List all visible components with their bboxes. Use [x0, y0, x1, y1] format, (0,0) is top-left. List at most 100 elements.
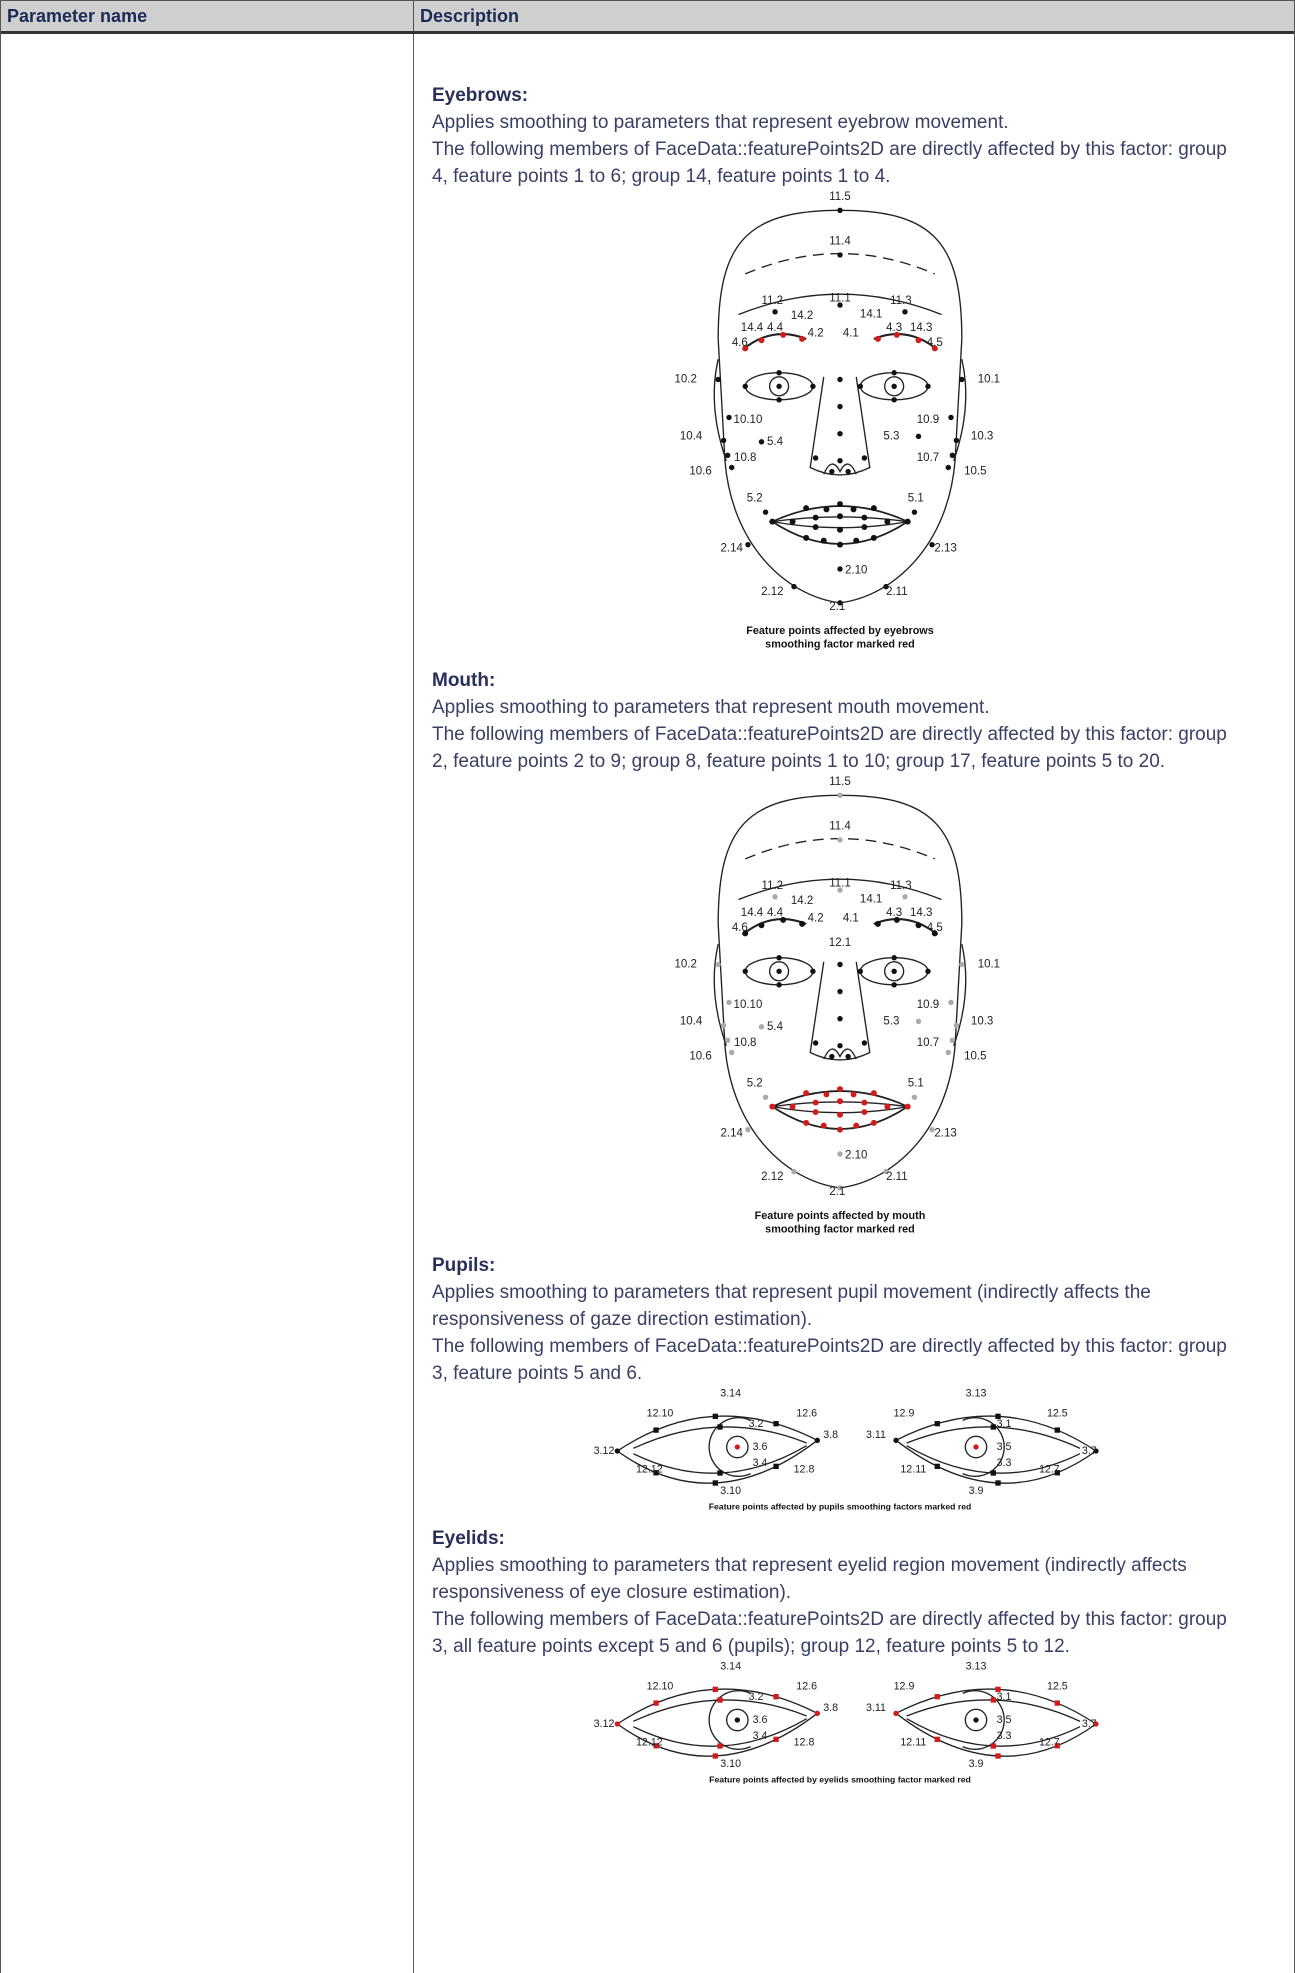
- feature-point: [945, 464, 951, 471]
- feature-point: [814, 1437, 820, 1443]
- feature-point: [947, 414, 954, 421]
- feature-point: [860, 514, 867, 521]
- point-label: 10.5: [964, 1051, 986, 1063]
- point-label: 3.2: [748, 1418, 763, 1430]
- feature-point: [716, 1470, 723, 1476]
- feature-point: [758, 337, 764, 344]
- point-label: 10.1: [977, 374, 999, 386]
- point-label: 10.9: [916, 414, 938, 426]
- paragraph: The following members of FaceData::featu…: [432, 139, 1227, 187]
- feature-point: [931, 930, 938, 937]
- eyelid: [905, 1426, 1080, 1449]
- point-label: 11.4: [829, 820, 851, 832]
- feature-point: [652, 1470, 659, 1476]
- brow: [741, 918, 807, 936]
- point-label: 10.10: [733, 414, 762, 426]
- feature-point: [1092, 1448, 1099, 1454]
- feature-point: [734, 1444, 740, 1450]
- feature-point: [768, 1103, 775, 1110]
- point-label: 3.7: [1081, 1718, 1096, 1730]
- feature-point: [915, 1018, 921, 1025]
- pupil: [725, 1435, 749, 1459]
- feature-point: [860, 524, 867, 531]
- feature-point: [857, 383, 863, 389]
- feature-point: [775, 370, 782, 376]
- feature-point: [836, 1043, 843, 1049]
- feature-point: [1054, 1427, 1060, 1433]
- feature-point: [836, 837, 843, 843]
- point-label: 11.1: [829, 292, 851, 304]
- brow: [741, 333, 807, 351]
- section: Mouth: Applies smoothing to parameters th…: [432, 667, 1247, 1242]
- point-label: 2.1: [829, 1186, 845, 1198]
- paragraph: Applies smoothing to parameters that rep…: [432, 1555, 1187, 1603]
- feature-point: [904, 518, 911, 525]
- feature-point: [714, 376, 721, 383]
- point-label: 5.3: [883, 430, 899, 442]
- point-label: 3.11: [866, 1429, 886, 1441]
- point-label: 12.12: [635, 1736, 662, 1748]
- feature-point: [949, 452, 955, 459]
- point-label: 3.9: [968, 1758, 983, 1770]
- feature-point: [934, 1736, 940, 1743]
- feature-point: [775, 397, 782, 403]
- feature-point: [990, 1743, 996, 1749]
- point-label: 10.2: [674, 374, 696, 386]
- point-label: 12.11: [900, 1463, 926, 1475]
- point-label: 3.2: [748, 1691, 763, 1703]
- eyelid: [632, 1699, 807, 1722]
- point-label: 3.5: [996, 1714, 1011, 1726]
- eye-drawing: [614, 1686, 820, 1759]
- feature-point: [883, 1103, 890, 1110]
- feature-point: [870, 1090, 877, 1097]
- feature-point: [890, 397, 897, 403]
- iris: [961, 1417, 1005, 1477]
- feature-point: [836, 1151, 843, 1157]
- iris: [961, 1690, 1005, 1750]
- table-row: Eyebrows: Applies smoothing to parameters…: [1, 34, 1294, 1973]
- point-label: 3.3: [996, 1730, 1011, 1742]
- feature-point: [892, 1437, 899, 1443]
- point-label: 5.1: [907, 493, 923, 505]
- header-cell: Parameter name: [1, 1, 414, 31]
- feature-point: [779, 916, 786, 923]
- header-cell: Description: [420, 6, 520, 26]
- feature-point: [893, 331, 900, 338]
- feature-point: [852, 1122, 859, 1129]
- feature-point: [809, 968, 816, 974]
- feature-point: [836, 566, 843, 572]
- feature-point: [820, 537, 827, 544]
- figure-caption: smoothing factor marked red: [765, 1224, 915, 1236]
- feature-point: [762, 1094, 768, 1100]
- point-label: 11.3: [890, 295, 912, 307]
- feature-point: [614, 1448, 620, 1454]
- figure: 3.14 12.10 12.6 3.2 3.8 3.12 3.6 3.4 12.12 12.8 3.…: [593, 1660, 1099, 1784]
- point-label: 5.4: [767, 436, 784, 448]
- figure-caption: Feature points affected by eyelids smoot…: [709, 1774, 971, 1784]
- feature-point: [949, 1037, 955, 1044]
- feature-point: [758, 1024, 764, 1030]
- feature-point: [915, 337, 921, 344]
- point-label: 10.10: [733, 999, 762, 1011]
- feature-point: [890, 383, 897, 389]
- feature-point: [724, 452, 730, 459]
- point-label: 10.2: [674, 959, 696, 971]
- section-heading: Pupils:: [432, 1255, 496, 1276]
- feature-point: [724, 1037, 730, 1044]
- feature-point: [802, 534, 809, 541]
- point-label: 4.6: [731, 337, 747, 349]
- feature-point: [890, 968, 897, 974]
- feature-point: [775, 383, 782, 389]
- ear: [713, 944, 727, 1046]
- iris: [708, 1417, 751, 1477]
- point-label: 3.5: [996, 1441, 1011, 1453]
- feature-point: [728, 1049, 734, 1056]
- point-label: 2.1: [829, 601, 845, 613]
- feature-point: [772, 1463, 779, 1470]
- point-label: 11.1: [829, 877, 851, 889]
- feature-point: [789, 1103, 796, 1110]
- feature-point: [744, 541, 751, 548]
- feature-point: [836, 513, 843, 520]
- feature-point: [836, 526, 843, 533]
- feature-point: [994, 1753, 1001, 1759]
